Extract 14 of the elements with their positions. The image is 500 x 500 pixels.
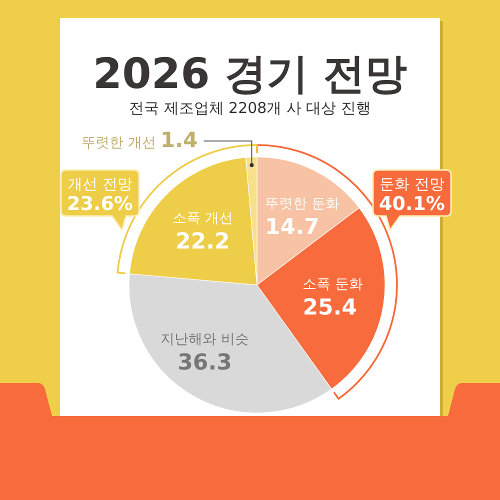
- slice-label: 소폭 개선: [172, 210, 233, 227]
- slice-label: 지난해와 비슷: [160, 332, 249, 348]
- data-label: 1.4: [160, 128, 198, 152]
- chart-title: 2026 경기 전망: [92, 49, 408, 98]
- data-label: 25.4: [302, 296, 357, 321]
- data-label: 22.2: [176, 230, 230, 255]
- text: 개선 전망 23.6%: [67, 175, 133, 215]
- slice-label: 뚜렷한 개선: [82, 135, 161, 151]
- slice-label: 뚜렷한 둔화: [265, 196, 340, 212]
- chart-subtitle: 전국 제조업체 2208개 사 대상 진행: [128, 99, 372, 117]
- text: 둔화 전망 40.1%: [379, 175, 445, 215]
- slice-label: 소폭 둔화: [302, 276, 364, 293]
- data-label: 14.7: [265, 215, 320, 240]
- data-label: 36.3: [178, 350, 232, 376]
